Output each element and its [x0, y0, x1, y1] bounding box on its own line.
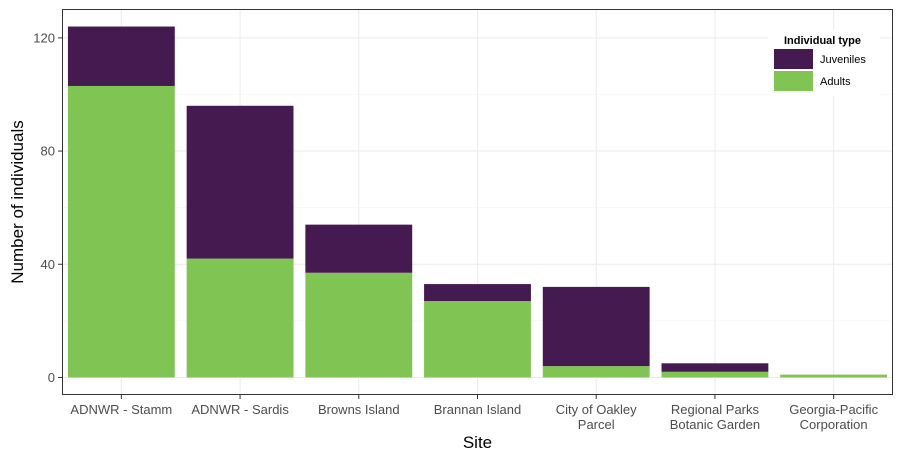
bar-adults-brannan-island: [424, 301, 531, 378]
bar-juveniles-brannan-island: [424, 284, 531, 302]
bars: [67, 26, 888, 378]
y-tick-label: 0: [48, 370, 55, 385]
x-tick-label-brannan-island: Brannan Island: [434, 402, 521, 417]
x-tick-label-browns-island: Browns Island: [318, 402, 400, 417]
legend-key-juveniles: [774, 49, 813, 69]
bar-adults-adnwr-sardis: [186, 258, 294, 378]
x-axis-title: Site: [463, 433, 492, 452]
bar-adults-city-of-oakley: [542, 366, 650, 378]
x-tick-label-adnwr-sardis: ADNWR - Sardis: [191, 402, 289, 417]
x-tick-label-georgia-pacific: Georgia-Pacific Corporation: [789, 402, 878, 432]
legend-title: Individual type: [784, 35, 861, 47]
y-tick-label: 40: [41, 257, 55, 272]
bar-adults-browns-island: [305, 272, 413, 378]
bar-juveniles-adnwr-sardis: [186, 105, 294, 259]
bar-juveniles-adnwr-stamm: [67, 26, 175, 86]
bar-juveniles-city-of-oakley: [542, 286, 650, 367]
legend-label-adults: Adults: [820, 76, 851, 88]
y-axis: 0 40 80 120: [33, 30, 62, 385]
bar-adults-georgia-pacific: [780, 374, 888, 378]
x-tick-label-regional-parks: Regional Parks Botanic Garden: [670, 402, 760, 432]
bar-juveniles-browns-island: [305, 224, 413, 273]
y-tick-label: 120: [33, 30, 55, 45]
y-axis-title: Number of individuals: [8, 120, 27, 283]
x-tick-label-city-of-oakley: City of Oakley Parcel: [556, 402, 637, 432]
legend-key-adults: [774, 71, 813, 91]
bar-adults-regional-parks: [661, 371, 769, 378]
y-tick-label: 80: [41, 144, 55, 159]
x-tick-label-adnwr-stamm: ADNWR - Stamm: [70, 402, 172, 417]
legend: Individual type Juveniles Adults: [768, 30, 880, 96]
legend-label-juveniles: Juveniles: [820, 54, 866, 66]
bar-adults-adnwr-stamm: [67, 85, 175, 378]
x-axis: ADNWR - Stamm ADNWR - Sardis Browns Island…: [70, 395, 879, 432]
plot-panel-border: [62, 9, 893, 395]
bar-juveniles-regional-parks: [661, 363, 769, 372]
